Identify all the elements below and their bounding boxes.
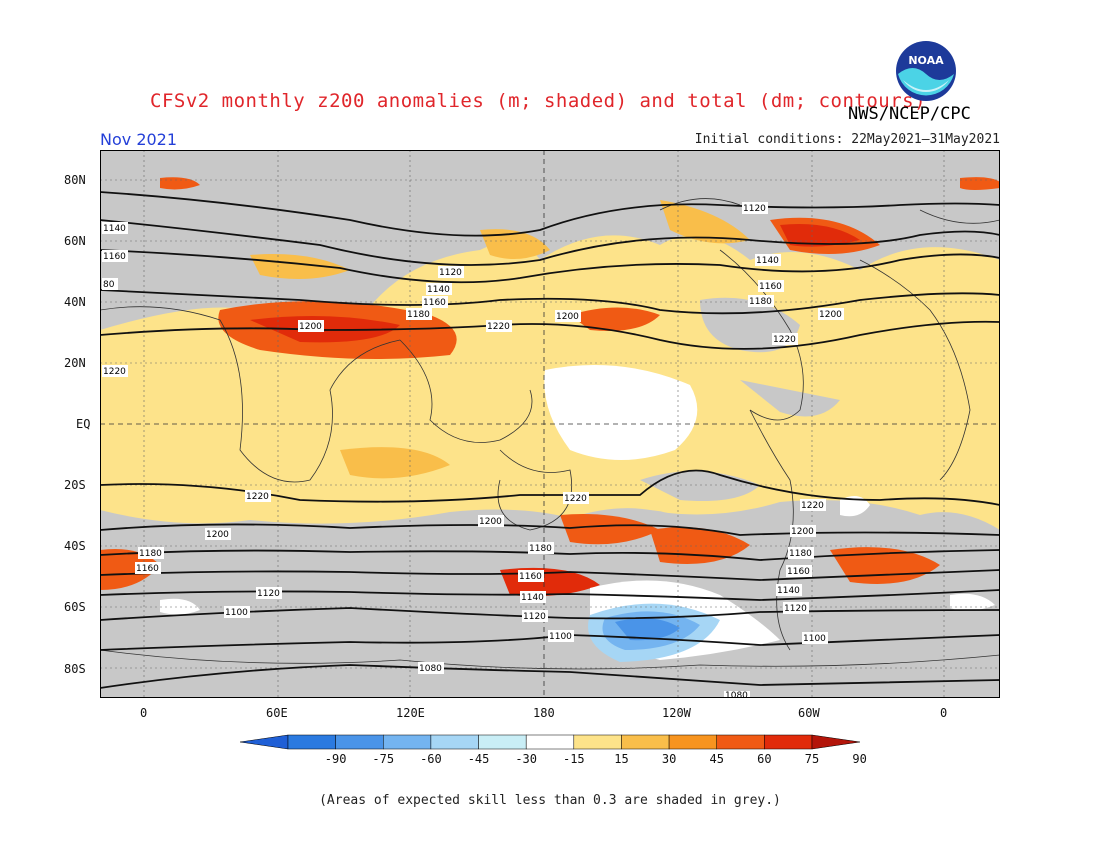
lon-label: 60W: [798, 706, 820, 720]
contour-label: 80: [103, 280, 115, 290]
contour-label: 1080: [419, 664, 442, 674]
contour-label: 1200: [819, 310, 842, 320]
colorbar-tick-label: 45: [709, 752, 724, 766]
contour-label: 1140: [521, 593, 544, 603]
contour-label: 1220: [773, 335, 796, 345]
contour-label-group: 1140 1160 1120 1140 1160 1180 1200 1220 …: [102, 202, 844, 701]
colorbar-min-arrow: [240, 734, 289, 750]
contour-label: 1220: [103, 367, 126, 377]
contour-label: 1220: [487, 322, 510, 332]
coastlines: [99, 198, 1001, 670]
contour-label: 1180: [139, 549, 162, 559]
contour-label: 1180: [789, 549, 812, 559]
contour-label: 1140: [103, 224, 126, 234]
contour-label: 1120: [439, 268, 462, 278]
lat-label: 40S: [64, 539, 86, 553]
contour-label: 1160: [787, 567, 810, 577]
contour-label: 1200: [479, 517, 502, 527]
contour-label: 1180: [407, 310, 430, 320]
forecast-month: Nov 2021: [100, 130, 178, 149]
contour-label: 1100: [225, 608, 248, 618]
contour-label: 1160: [136, 564, 159, 574]
initial-conditions: Initial conditions: 22May2021–31May2021: [694, 132, 1000, 147]
colorbar-tick-label: -90: [324, 752, 347, 766]
contour-label: 1120: [523, 612, 546, 622]
lon-label: 0: [140, 706, 148, 720]
colorbar-tick-label: -15: [562, 752, 585, 766]
colorbar-tick-label: -75: [372, 752, 395, 766]
colorbar-tick-label: -30: [515, 752, 538, 766]
colorbar-segment: [764, 734, 813, 750]
colorbar-segment: [478, 734, 527, 750]
lat-label: 80N: [64, 173, 86, 187]
colorbar-tick-label: -60: [420, 752, 442, 766]
contour-label: 1180: [749, 297, 772, 307]
skill-footnote: (Areas of expected skill less than 0.3 a…: [319, 793, 781, 808]
map-title: CFSv2 monthly z200 anomalies (m; shaded)…: [150, 90, 927, 112]
colorbar-tick-label: 90: [852, 752, 867, 766]
colorbar-segment: [621, 734, 670, 750]
lat-label: 60S: [64, 600, 86, 614]
lat-label: 20S: [64, 478, 86, 492]
colorbar-max-arrow: [811, 734, 860, 750]
contour-label: 1140: [427, 285, 450, 295]
anomaly-map: 1140 1160 1120 1140 1160 1180 1200 1220 …: [99, 149, 1001, 701]
contour-label: 1160: [519, 572, 542, 582]
colorbar-segment: [430, 734, 479, 750]
colorbar: [240, 734, 860, 750]
contour-label: 1220: [246, 492, 269, 502]
lat-label: 20N: [64, 356, 86, 370]
contour-label: 1120: [743, 204, 766, 214]
contour-label: 1220: [564, 494, 587, 504]
noaa-logo: NOAA: [896, 41, 956, 101]
equator-dateline: [100, 150, 1000, 698]
contour-label: 1160: [423, 298, 446, 308]
contour-label: 1140: [756, 256, 779, 266]
contour-labels-nh: 1140 1160 1120 1140 1160 1180 1200 1220 …: [102, 202, 844, 377]
contour-label: 1200: [791, 527, 814, 537]
contour-label: 1140: [777, 586, 800, 596]
contour-label: 1200: [206, 530, 229, 540]
contour-label: 1100: [549, 632, 572, 642]
contour-label: 1080: [725, 691, 748, 698]
colorbar-segment: [668, 734, 717, 750]
colorbar-tick-label: 60: [757, 752, 772, 766]
colorbar-segment: [335, 734, 384, 750]
contour-label: 1200: [556, 312, 579, 322]
lat-label: 40N: [64, 295, 86, 309]
lon-label: 60E: [266, 706, 288, 720]
contour-label: 1160: [759, 282, 782, 292]
colorbar-segment: [573, 734, 622, 750]
lon-label: 120E: [396, 706, 425, 720]
logo-text: NOAA: [908, 54, 944, 67]
org-label: NWS/NCEP/CPC: [848, 104, 971, 124]
colorbar-segment: [383, 734, 432, 750]
colorbar-segment: [287, 734, 336, 750]
grid-lines: [100, 150, 1000, 698]
lon-label: 0: [940, 706, 948, 720]
colorbar-tick-label: 15: [614, 752, 629, 766]
colorbar-segment: [716, 734, 765, 750]
map-canvas: 1140 1160 1120 1140 1160 1180 1200 1220 …: [99, 149, 1001, 701]
lat-label: 60N: [64, 234, 86, 248]
contour-label: 1120: [257, 589, 280, 599]
contour-label: 1180: [529, 544, 552, 554]
contour-label: 1100: [803, 634, 826, 644]
contour-labels-sh: 1220 1220 1220 1200 1200 1200 1180 1180 …: [135, 490, 828, 701]
colorbar-segment: [525, 734, 575, 750]
contour-label: 1200: [299, 322, 322, 332]
contour-label: 1160: [103, 252, 126, 262]
lon-label: 120W: [662, 706, 691, 720]
colorbar-tick-label: -45: [467, 752, 490, 766]
lon-label: 180: [533, 706, 555, 720]
lat-label: 80S: [64, 662, 86, 676]
contour-label: 1120: [784, 604, 807, 614]
colorbar-tick-label: 75: [804, 752, 820, 766]
height-contours: [99, 191, 1001, 689]
colorbar-tick-label: 30: [661, 752, 677, 766]
contour-label: 1220: [801, 501, 824, 511]
lat-label: EQ: [76, 417, 91, 431]
